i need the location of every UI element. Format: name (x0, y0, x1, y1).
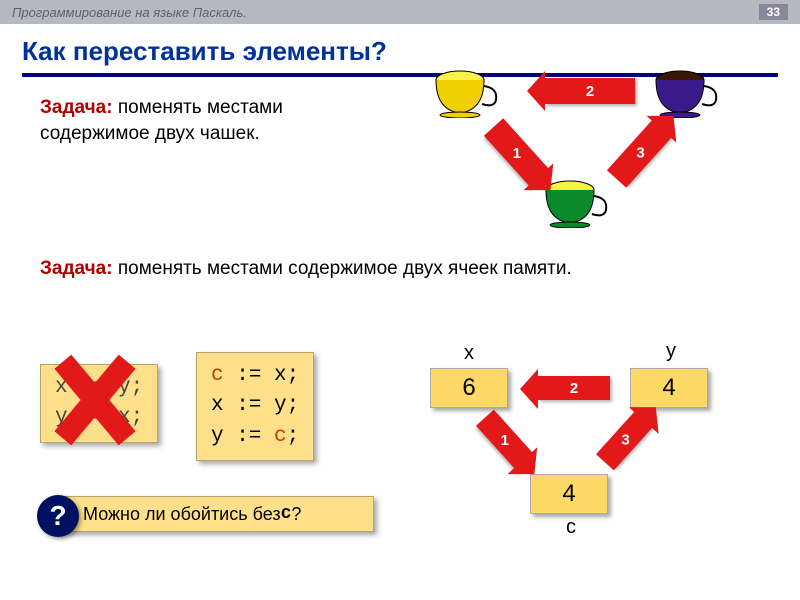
breadcrumb-text: Программирование на языке Паскаль. (12, 5, 247, 20)
cups-arrow-2: 2 (545, 78, 635, 104)
hint-text-before: Можно ли обойтись без (83, 504, 281, 525)
code-right: c := x; x := y; y := c; (196, 352, 314, 461)
mem-arrow-2-label: 2 (570, 380, 578, 397)
code-var-c: c (211, 364, 224, 387)
hint-var: c (281, 504, 292, 524)
cups-arrow-3: 3 (607, 118, 673, 187)
label-y: y (666, 340, 676, 363)
code-text: x := y; (211, 394, 299, 417)
mem-arrow-3-label: 3 (621, 432, 629, 449)
arrow-2-label: 2 (586, 83, 594, 100)
cell-x: 6 (430, 368, 508, 408)
arrow-3-label: 3 (636, 145, 644, 162)
task-2: Задача: поменять местами содержимое двух… (40, 256, 770, 282)
cell-c: 4 (530, 474, 608, 514)
arrow-head-icon (520, 369, 538, 409)
page-title: Как переставить элементы? (0, 24, 800, 73)
mem-arrow-1-label: 1 (501, 432, 509, 449)
code-text: y := (211, 425, 274, 448)
arrow-head-icon (527, 71, 545, 111)
code-var-c: c (274, 425, 287, 448)
memory-diagram: x y c 6 4 4 2 1 3 x := y; y := x; c := x… (0, 346, 800, 586)
hint-box: ? Можно ли обойтись без c ? (54, 496, 374, 532)
mem-arrow-3: 3 (596, 410, 654, 471)
label-x: x (464, 342, 474, 365)
mem-arrow-1: 1 (476, 410, 534, 471)
task-2-label: Задача: (40, 258, 113, 279)
breadcrumb-bar: Программирование на языке Паскаль. 33 (0, 0, 800, 24)
cup-left (430, 68, 500, 118)
cups-arrow-1: 1 (484, 118, 550, 187)
code-wrong: x := y; y := x; (40, 364, 158, 443)
task-1-label: Задача: (40, 97, 113, 118)
cups-diagram: 2 1 3 (380, 68, 760, 248)
task-1: Задача: поменять местами содержимое двух… (40, 95, 360, 146)
mem-arrow-2: 2 (538, 376, 610, 400)
arrow-1-label: 1 (513, 145, 521, 162)
hint-text-after: ? (291, 504, 301, 525)
code-text: := x; (224, 364, 300, 387)
label-c: c (566, 516, 576, 539)
page-number: 33 (759, 4, 788, 20)
question-badge-icon: ? (37, 495, 79, 537)
code-text: ; (287, 425, 300, 448)
task-2-text: поменять местами содержимое двух ячеек п… (113, 258, 572, 279)
